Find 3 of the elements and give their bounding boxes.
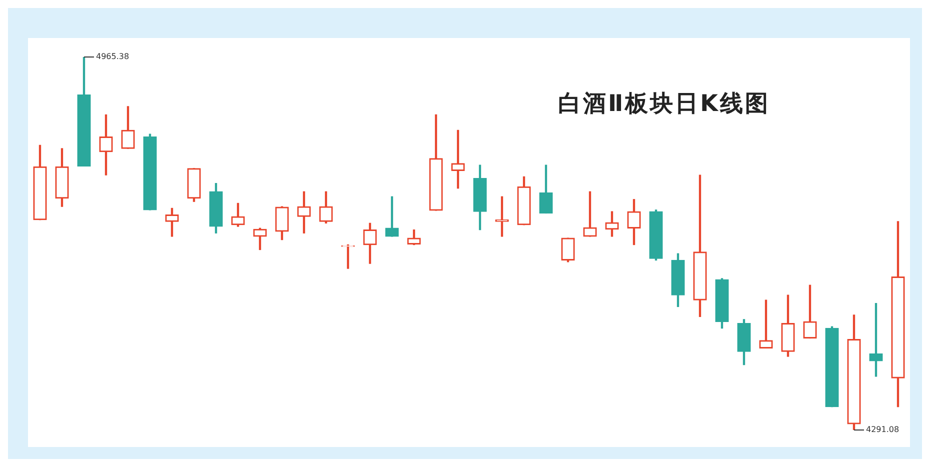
- text: 白酒Ⅱ板块日K线图: [558, 90, 770, 119]
- annotation: 4965.38: [96, 52, 130, 62]
- annotation: 4291.08: [866, 425, 900, 434]
